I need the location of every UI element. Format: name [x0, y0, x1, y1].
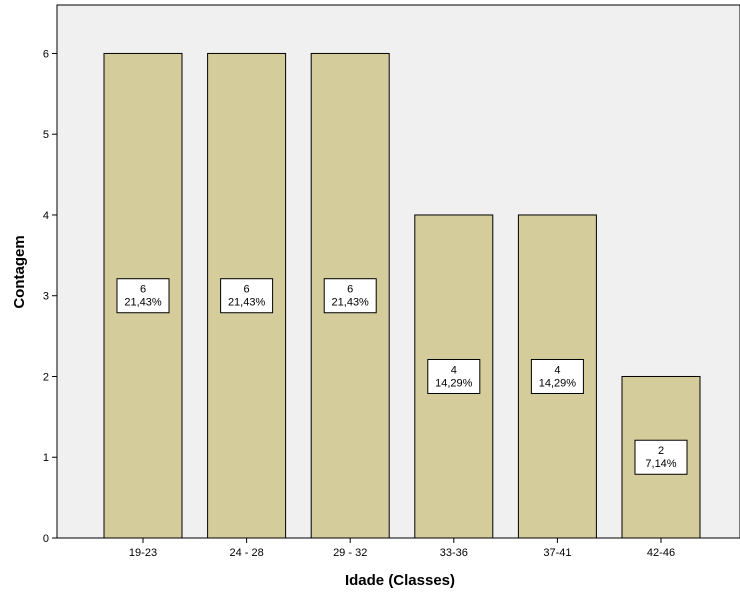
- data-label-box: [116, 278, 170, 314]
- data-label-count: 2: [658, 445, 664, 457]
- bar-labels-layer: 621,43%621,43%621,43%414,29%414,29%27,14…: [116, 278, 688, 475]
- y-tick-label: 3: [43, 291, 49, 303]
- data-label-count: 4: [554, 364, 560, 376]
- data-label-box: [323, 278, 377, 314]
- data-label-count: 6: [244, 284, 250, 296]
- y-tick-label: 1: [43, 452, 49, 464]
- data-label-box: [220, 278, 274, 314]
- data-label-percent: 21,43%: [228, 297, 266, 309]
- y-tick-label: 4: [43, 210, 49, 222]
- x-tick-label: 29 - 32: [333, 547, 367, 559]
- x-tick-label: 19-23: [129, 547, 157, 559]
- data-label-count: 6: [140, 284, 146, 296]
- x-tick-label: 33-36: [440, 547, 468, 559]
- data-label-percent: 21,43%: [124, 297, 162, 309]
- data-label-percent: 14,29%: [435, 377, 473, 389]
- data-label-percent: 7,14%: [645, 458, 676, 470]
- data-label-box: [530, 358, 584, 394]
- x-axis-title: Idade (Classes): [345, 572, 455, 589]
- y-tick-label: 5: [43, 129, 49, 141]
- x-tick-label: 37-41: [543, 547, 571, 559]
- x-tick-label: 42-46: [647, 547, 675, 559]
- data-label-box: [427, 358, 481, 394]
- data-label-box: [634, 439, 688, 475]
- y-tick-label: 6: [43, 48, 49, 60]
- data-label-count: 6: [347, 284, 353, 296]
- data-label-count: 4: [451, 364, 457, 376]
- data-label-percent: 14,29%: [539, 377, 577, 389]
- y-tick-label: 2: [43, 371, 49, 383]
- x-tick-label: 24 - 28: [229, 547, 263, 559]
- axes-layer: 0 1 2 3 4 5 6 19-23 24 - 28 29 - 32 33-36 37-41 42-4…: [43, 5, 675, 559]
- data-label-percent: 21,43%: [332, 297, 370, 309]
- y-tick-label: 0: [43, 533, 49, 545]
- y-axis-title: Contagem: [11, 235, 28, 308]
